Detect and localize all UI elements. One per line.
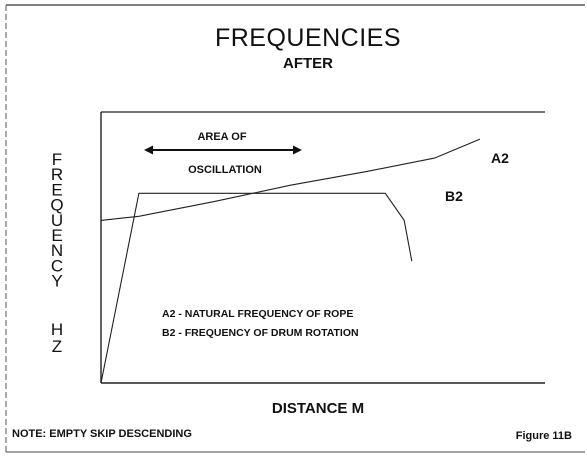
area-label-line2: OSCILLATION (188, 164, 262, 176)
area-label-line1: AREA OF (197, 131, 246, 143)
chart-subtitle: AFTER (283, 55, 333, 72)
y-axis-label-letter: U (51, 211, 63, 230)
x-axis-label: DISTANCE M (272, 400, 364, 417)
y-axis-label: FREQUENCY (50, 150, 63, 291)
y-axis-units-letter: Z (52, 337, 62, 356)
series-label-b2: B2 (445, 188, 463, 204)
y-axis-label-letter: R (51, 165, 63, 184)
arrow-left-head-icon (144, 145, 153, 155)
y-axis-units-label: HZ (51, 320, 63, 356)
y-axis-label-letter: C (51, 256, 63, 275)
series-line-b2 (100, 192, 413, 384)
y-axis-label-letter: N (51, 241, 63, 260)
y-axis-label-letter: F (52, 150, 62, 169)
y-axis-label-letter: E (51, 180, 62, 199)
series-line-a2 (100, 138, 481, 221)
y-axis-label-letter: Q (50, 196, 63, 215)
legend-b2-text: B2 - FREQUENCY OF DRUM ROTATION (162, 327, 359, 339)
figure-number: Figure 11B (516, 430, 572, 442)
y-axis-label-letter: Y (51, 272, 62, 291)
chart-title: FREQUENCIES (215, 24, 401, 52)
y-axis-label-letter: E (51, 226, 62, 245)
legend-a2-text: A2 - NATURAL FREQUENCY OF ROPE (162, 308, 353, 320)
series-label-a2: A2 (491, 150, 509, 166)
series-layer (100, 138, 481, 384)
arrow-right-head-icon (293, 145, 302, 155)
y-axis-units-letter: H (51, 320, 63, 339)
note-text: NOTE: EMPTY SKIP DESCENDING (12, 428, 192, 440)
